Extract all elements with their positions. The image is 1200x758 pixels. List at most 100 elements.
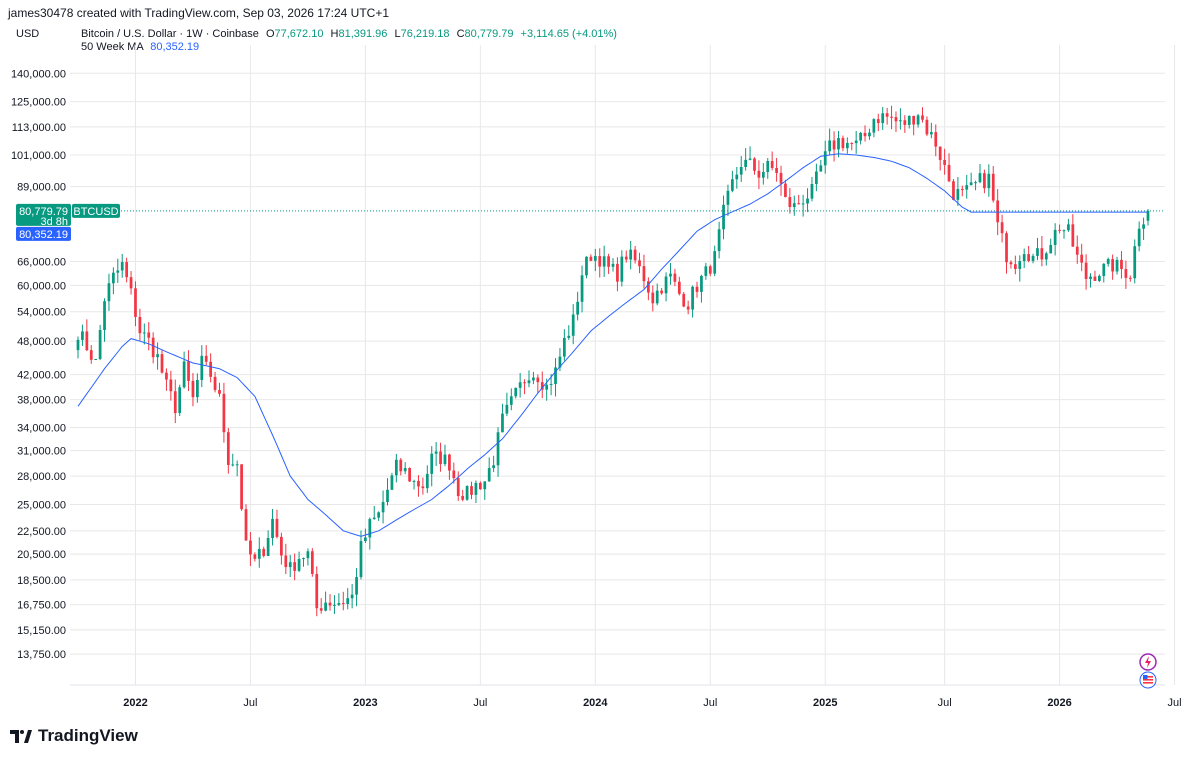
symbol-title[interactable]: Bitcoin / U.S. Dollar · 1W · Coinbase (81, 28, 259, 40)
y-tick-label: 34,000.00 (17, 422, 66, 434)
candle-body (310, 551, 314, 574)
ma-label[interactable]: 50 Week MA (81, 41, 144, 53)
candle-body (341, 603, 345, 605)
candle-body (76, 339, 80, 351)
y-tick-label: 13,750.00 (17, 649, 66, 661)
candle-body (775, 167, 778, 173)
candle-body (461, 496, 465, 500)
candle-body (974, 182, 977, 184)
candle-body (616, 263, 619, 282)
candle-body (819, 165, 823, 172)
candle-body (257, 548, 261, 559)
candle-body (1089, 276, 1092, 279)
candle-body (151, 337, 155, 358)
candle-body (1106, 259, 1110, 264)
candle-body (275, 518, 279, 537)
candle-body (403, 468, 407, 472)
ma-badge-value: 80,352.19 (19, 229, 68, 241)
legend: Bitcoin / U.S. Dollar · 1W · Coinbase O7… (81, 28, 617, 54)
candle-body (576, 301, 579, 315)
candle-body (881, 113, 885, 124)
candle-body (620, 256, 624, 282)
candle-body (518, 382, 522, 388)
candle-body (527, 380, 531, 384)
brand-name: TradingView (38, 726, 138, 745)
y-tick-label: 15,150.00 (17, 625, 66, 637)
y-tick-label: 48,000.00 (17, 336, 66, 348)
candle-body (593, 256, 597, 261)
candle-body (1031, 255, 1035, 261)
candle-body (509, 396, 513, 405)
candle-body (1067, 224, 1070, 231)
candle-body (346, 598, 350, 604)
candle-body (368, 519, 372, 538)
y-tick-label: 28,000.00 (17, 471, 66, 483)
candle-body (1097, 275, 1101, 281)
candle-body (253, 554, 257, 559)
candle-body (1080, 254, 1084, 263)
candle-body (1142, 224, 1145, 229)
candle-body (695, 286, 699, 292)
lightning-icon[interactable] (1138, 652, 1158, 672)
candle-body (434, 451, 438, 454)
candle-body (660, 290, 664, 294)
candle-body (222, 393, 226, 433)
candle-body (987, 173, 991, 189)
candle-body (514, 387, 518, 397)
candle-body (120, 262, 124, 271)
candle-body (753, 158, 756, 171)
candle-body (686, 306, 690, 310)
candle-body (1018, 261, 1022, 269)
candle-body (947, 164, 951, 182)
high-label: H (330, 28, 339, 40)
candle-body (1062, 230, 1066, 232)
y-tick-label: 54,000.00 (17, 307, 66, 319)
x-tick-label: 2022 (123, 697, 147, 709)
candle-body (815, 171, 818, 184)
candle-body (271, 518, 274, 539)
candle-body (850, 142, 854, 144)
candle-body (399, 459, 403, 472)
candle-body (912, 115, 916, 125)
candle-body (492, 465, 495, 469)
candle-body (350, 594, 354, 599)
candle-body (1102, 263, 1106, 276)
tradingview-brand[interactable]: TradingView (10, 726, 138, 746)
candle-body (182, 361, 186, 388)
candle-body (200, 355, 204, 380)
candle-body (505, 404, 509, 414)
candle-body (302, 558, 305, 560)
candle-body (315, 573, 319, 609)
us-flag-icon[interactable] (1138, 670, 1158, 690)
candle-body (213, 376, 217, 391)
candle-body (209, 361, 213, 377)
candle-body (536, 377, 540, 383)
candle-body (545, 384, 549, 390)
x-tick-label: 2025 (813, 697, 837, 709)
countdown-label: 3d 8h (40, 216, 68, 228)
currency-label: USD (16, 28, 40, 40)
legend-ohlc-row: Bitcoin / U.S. Dollar · 1W · Coinbase O7… (81, 28, 617, 41)
candle-body (191, 380, 195, 398)
candle-body (1000, 222, 1004, 234)
candle-body (1120, 259, 1123, 270)
candle-body (562, 337, 566, 357)
candle-body (1013, 264, 1017, 269)
tradingview-logo-icon (10, 730, 32, 743)
candle-body (779, 172, 783, 184)
candle-body (81, 331, 84, 340)
candle-body (611, 263, 615, 267)
candle-body (523, 382, 526, 384)
candle-body (1146, 210, 1150, 221)
candle-body (607, 256, 610, 267)
candle-body (284, 555, 288, 568)
candle-body (297, 558, 301, 571)
candle-body (452, 470, 456, 479)
candle-body (107, 283, 111, 302)
candle-body (784, 183, 787, 198)
candle-body (1124, 269, 1128, 278)
candle-body (943, 159, 946, 165)
legend-ma-row: 50 Week MA 80,352.19 (81, 41, 617, 54)
